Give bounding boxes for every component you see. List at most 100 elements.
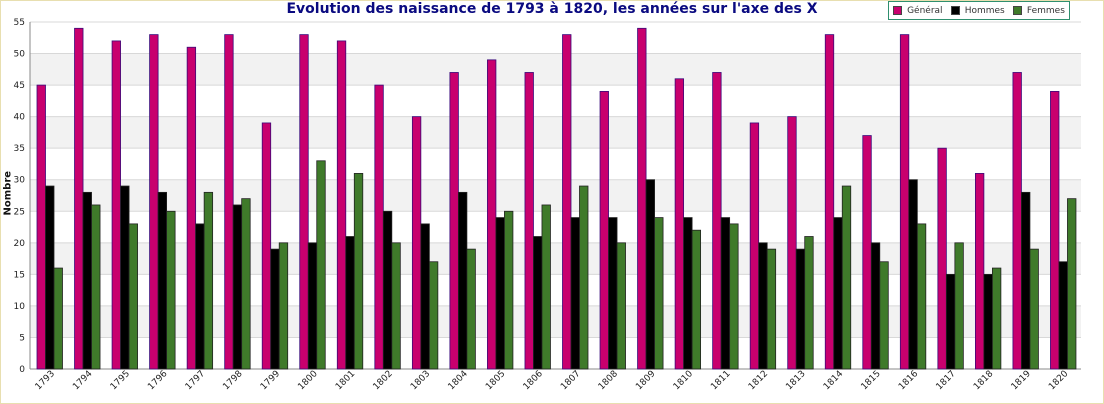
bar-femmes	[428, 261, 439, 370]
bar-hommes	[1021, 191, 1031, 370]
bar-hommes	[908, 179, 918, 370]
bar-hommes	[195, 223, 205, 370]
bar-hommes	[82, 191, 92, 370]
bar-hommes	[833, 217, 843, 370]
bar-general	[674, 78, 685, 370]
bar-hommes	[645, 179, 655, 370]
legend-swatch-femmes	[1012, 6, 1022, 15]
bar-general	[487, 59, 497, 370]
x-tick-label: 1796	[146, 369, 169, 392]
legend-item-femmes: Femmes	[1012, 5, 1065, 16]
x-tick-label: 1795	[109, 369, 132, 392]
bar-femmes	[278, 242, 289, 370]
bar-femmes	[241, 198, 251, 370]
bar-femmes	[1029, 248, 1039, 370]
bar-femmes	[166, 210, 176, 370]
x-tick-label: 1800	[296, 369, 319, 392]
x-tick-label: 1810	[672, 369, 695, 392]
x-tick-label: 1793	[34, 369, 57, 392]
x-tick-label: 1799	[259, 369, 282, 392]
x-tick-label: 1816	[897, 369, 920, 392]
bar-hommes	[795, 248, 806, 370]
bar-femmes	[203, 191, 214, 370]
x-tick-label: 1813	[784, 369, 807, 392]
bar-hommes	[720, 217, 731, 370]
bar-hommes	[495, 217, 505, 370]
bar-femmes	[541, 204, 551, 370]
bar-general	[299, 34, 309, 370]
bar-femmes	[729, 223, 739, 370]
bar-general	[974, 173, 985, 370]
x-tick-label: 1801	[334, 369, 357, 392]
bar-general	[524, 72, 534, 370]
bar-hommes	[533, 236, 543, 370]
bar-hommes	[45, 185, 55, 370]
y-tick-label: 45	[14, 81, 25, 91]
bar-femmes	[879, 261, 889, 370]
bar-general	[787, 116, 797, 370]
bar-femmes	[466, 248, 476, 370]
bar-hommes	[608, 217, 618, 370]
bar-femmes	[654, 217, 664, 370]
bar-hommes	[570, 217, 580, 370]
x-tick-label: 1812	[747, 369, 770, 392]
bar-hommes	[382, 210, 393, 370]
legend-swatch-general	[893, 6, 903, 15]
bar-general	[899, 34, 910, 370]
y-tick-label: 35	[14, 144, 25, 154]
y-tick-label: 25	[14, 207, 25, 217]
bar-hommes	[1058, 261, 1068, 370]
bar-femmes	[954, 242, 964, 370]
bar-general	[637, 27, 647, 370]
x-tick-label: 1818	[972, 369, 995, 392]
x-tick-label: 1814	[822, 369, 845, 392]
bar-general	[824, 34, 835, 370]
bar-hommes	[270, 248, 280, 370]
bar-hommes	[345, 236, 355, 370]
legend-swatch-hommes	[950, 6, 960, 15]
bar-femmes	[128, 223, 138, 370]
bar-general	[411, 116, 422, 370]
x-tick-label: 1819	[1010, 369, 1033, 392]
x-tick-label: 1794	[71, 369, 94, 392]
bar-hommes	[420, 223, 430, 370]
legend-label-hommes: Hommes	[964, 5, 1005, 16]
y-tick-label: 20	[14, 239, 26, 249]
x-tick-label: 1807	[559, 369, 582, 392]
bar-hommes	[983, 273, 993, 370]
x-tick-label: 1802	[372, 369, 395, 392]
bar-general	[937, 147, 947, 370]
x-tick-label: 1811	[709, 369, 732, 392]
chart-title: Evolution des naissance de 1793 à 1820, …	[286, 1, 818, 17]
bar-femmes	[916, 223, 927, 370]
x-tick-label: 1806	[522, 369, 545, 392]
bar-femmes	[53, 267, 63, 370]
bar-hommes	[683, 217, 693, 370]
x-tick-label: 1817	[935, 369, 958, 392]
x-tick-label: 1815	[860, 369, 883, 392]
y-tick-label: 55	[14, 18, 25, 28]
bar-general	[562, 34, 572, 370]
y-tick-label: 50	[14, 50, 26, 60]
y-tick-label: 0	[19, 365, 25, 375]
bar-femmes	[504, 210, 514, 370]
y-tick-label: 30	[14, 176, 26, 186]
bar-general	[449, 72, 459, 370]
bar-hommes	[232, 204, 243, 370]
bar-femmes	[691, 229, 702, 370]
legend: Général Hommes Femmes	[888, 1, 1070, 20]
legend-item-hommes: Hommes	[950, 5, 1005, 16]
legend-label-femmes: Femmes	[1026, 5, 1065, 16]
bar-hommes	[307, 242, 318, 370]
bar-hommes	[157, 191, 168, 370]
x-tick-label: 1804	[447, 369, 470, 392]
bar-femmes	[991, 267, 1002, 370]
bar-femmes	[1067, 198, 1077, 370]
x-tick-label: 1808	[597, 369, 620, 392]
bar-general	[712, 72, 722, 370]
x-tick-label: 1797	[184, 369, 207, 392]
bar-femmes	[316, 160, 326, 370]
bar-general	[1012, 72, 1022, 370]
bar-general	[374, 84, 384, 370]
bar-femmes	[353, 173, 364, 370]
